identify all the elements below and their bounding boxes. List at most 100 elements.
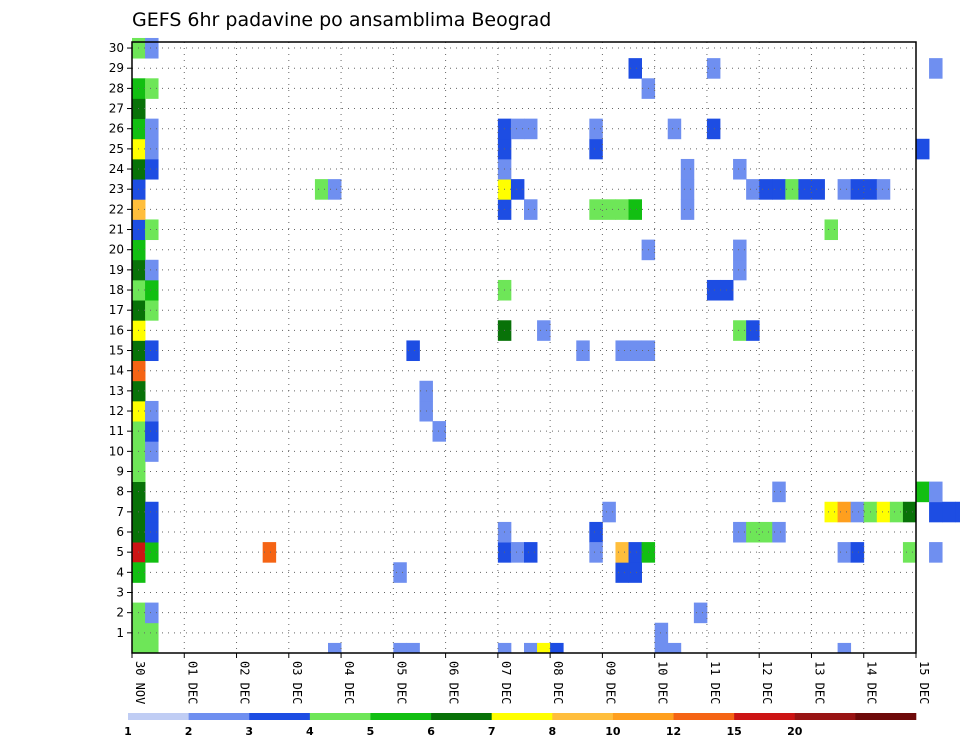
y-tick-label: 19 <box>109 263 124 277</box>
heat-cell <box>145 118 159 140</box>
legend-label: 6 <box>427 725 435 738</box>
y-tick-label: 24 <box>109 162 124 176</box>
heat-cell <box>145 622 159 644</box>
heat-cell <box>837 501 852 523</box>
heat-cell <box>811 179 825 200</box>
heat-cell <box>837 542 852 563</box>
legend-swatch <box>491 713 553 720</box>
y-tick-label: 6 <box>116 525 124 539</box>
heat-cell <box>145 521 159 543</box>
heat-cell <box>406 642 420 653</box>
x-tick-label: 07 DEC <box>499 661 513 704</box>
heat-cell <box>680 179 695 200</box>
y-tick-label: 22 <box>109 202 124 216</box>
x-tick-label: 04 DEC <box>342 661 356 704</box>
heat-cell <box>615 542 629 563</box>
heat-cell <box>145 642 159 653</box>
heat-cell <box>929 481 943 503</box>
heat-cell <box>145 602 159 624</box>
heat-cell <box>145 37 159 59</box>
heat-cell <box>733 521 747 543</box>
legend-swatch <box>855 713 917 720</box>
y-tick-label: 21 <box>109 223 124 237</box>
heat-cell <box>510 542 525 563</box>
y-tick-label: 13 <box>109 384 124 398</box>
y-tick-label: 18 <box>109 283 124 297</box>
x-tick-label: 01 DEC <box>185 661 199 704</box>
heat-cell <box>537 320 551 341</box>
heat-cell <box>615 562 629 583</box>
heat-cell <box>733 259 747 281</box>
heat-cell <box>733 158 747 180</box>
y-tick-label: 28 <box>109 81 124 95</box>
y-tick-label: 3 <box>116 586 124 600</box>
heat-cell <box>497 642 512 653</box>
heat-cell <box>876 501 891 523</box>
heat-cell <box>929 58 943 79</box>
x-tick-label: 02 DEC <box>238 661 252 704</box>
heat-cell <box>589 138 603 160</box>
heat-cell <box>145 542 159 563</box>
heat-cell <box>145 279 159 301</box>
heat-cell <box>667 642 682 653</box>
heat-cell <box>145 400 159 422</box>
x-tick-label: 10 DEC <box>656 661 670 704</box>
heat-cell <box>628 542 642 563</box>
legend-swatch <box>309 713 371 720</box>
y-tick-label: 2 <box>116 606 124 620</box>
legend-label: 4 <box>306 725 314 738</box>
plot-frame <box>131 41 917 654</box>
y-tick-label: 11 <box>109 424 124 438</box>
y-tick-label: 9 <box>116 465 124 479</box>
heat-cell <box>145 219 159 241</box>
x-tick-label: 03 DEC <box>290 661 304 704</box>
heat-cell <box>942 501 956 523</box>
heat-cell <box>916 138 930 160</box>
legend-swatch <box>128 713 189 720</box>
heat-cell <box>706 279 721 301</box>
heat-cell <box>706 58 721 79</box>
heat-cell <box>654 642 669 653</box>
y-tick-label: 29 <box>109 61 124 75</box>
heat-cell <box>589 542 603 563</box>
heat-cell <box>406 340 420 362</box>
heat-cell <box>824 501 838 523</box>
heat-cell <box>837 179 852 200</box>
y-tick-label: 10 <box>109 444 124 458</box>
heat-cell <box>955 501 960 523</box>
heat-cell <box>929 542 943 563</box>
x-tick-label: 14 DEC <box>865 661 879 704</box>
heat-cell <box>145 340 159 362</box>
heat-cell <box>145 501 159 523</box>
y-tick-label: 25 <box>109 142 124 156</box>
legend-label: 7 <box>488 725 496 738</box>
heat-cell <box>328 179 342 200</box>
y-tick-label: 20 <box>109 243 124 257</box>
heat-cell <box>798 179 812 200</box>
y-tick-label: 14 <box>109 364 124 378</box>
heat-cell <box>667 118 682 140</box>
heat-cell <box>929 501 943 523</box>
heat-cell <box>706 118 721 140</box>
legend-label: 8 <box>548 725 556 738</box>
heat-cell <box>524 542 538 563</box>
x-tick-label: 12 DEC <box>760 661 774 704</box>
heat-cell <box>524 642 538 653</box>
heat-cell <box>628 199 642 220</box>
legend-swatch <box>552 713 614 720</box>
y-tick-label: 7 <box>116 505 124 519</box>
heat-cell <box>772 179 786 200</box>
y-tick-label: 8 <box>116 485 124 499</box>
heat-cell <box>393 562 407 583</box>
heat-cell <box>759 521 773 543</box>
legend-label: 12 <box>666 725 681 738</box>
x-axis: 30 NOV 01 DEC 02 DEC 03 DEC 04 DEC 05 DEC 06 D… <box>131 653 931 704</box>
heat-cell <box>733 320 747 341</box>
x-tick-label: 08 DEC <box>551 661 565 704</box>
heat-cell <box>615 199 629 220</box>
x-tick-label: 30 NOV <box>133 661 147 704</box>
y-tick-label: 15 <box>109 344 124 358</box>
legend-swatch <box>673 713 735 720</box>
heat-cell <box>510 179 525 200</box>
